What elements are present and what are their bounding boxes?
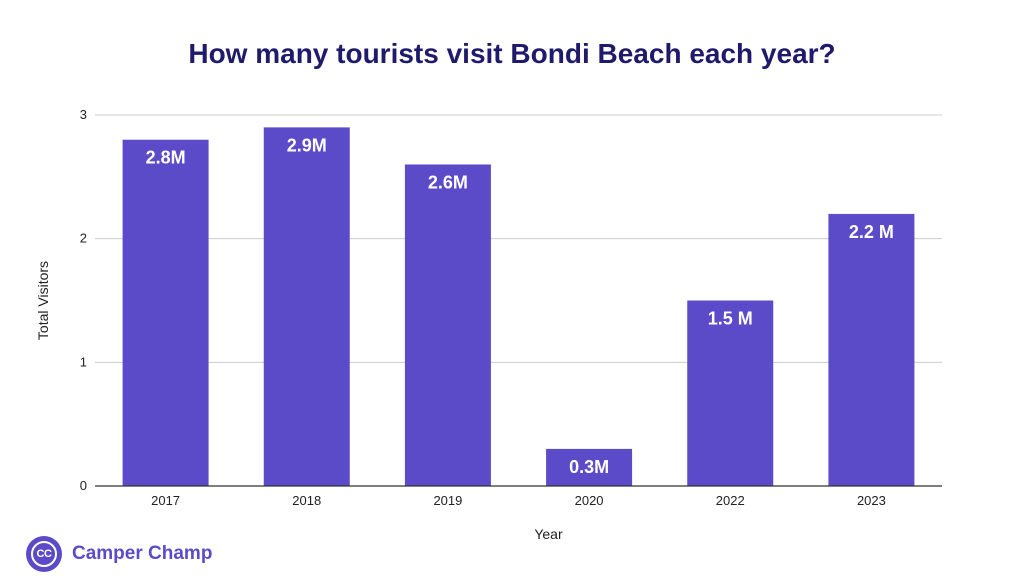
- bar-2020: [546, 448, 633, 486]
- y-tick-label: 0: [80, 478, 87, 493]
- data-label-2023: 2.2 M: [849, 222, 894, 242]
- bar-2017: [122, 139, 209, 486]
- camper-champ-logo-icon: CC: [26, 536, 62, 572]
- data-label-2019: 2.6M: [428, 172, 468, 192]
- y-tick-label: 1: [80, 354, 87, 369]
- y-tick-label: 2: [80, 231, 87, 246]
- y-axis-title: Total Visitors: [35, 261, 51, 340]
- bar-2018: [263, 127, 350, 486]
- data-label-2022: 1.5 M: [708, 309, 753, 329]
- bar-2023: [828, 213, 915, 486]
- x-tick-label: 2022: [716, 493, 745, 508]
- brand-logo-text: CC: [31, 541, 57, 567]
- bar-2019: [404, 164, 491, 486]
- bar-2022: [687, 300, 774, 486]
- x-tick-label: 2017: [151, 493, 180, 508]
- x-tick-label: 2019: [433, 493, 462, 508]
- x-tick-label: 2023: [857, 493, 886, 508]
- y-tick-label: 3: [80, 107, 87, 122]
- gridlines: [95, 114, 942, 363]
- x-tick-label: 2020: [575, 493, 604, 508]
- data-label-2018: 2.9M: [287, 135, 327, 155]
- data-labels: 2.8M 2.9M 2.6M 0.3M 1.5 M 2.2 M: [146, 135, 894, 477]
- chart-title: How many tourists visit Bondi Beach each…: [188, 38, 836, 69]
- x-tick-label: 2018: [292, 493, 321, 508]
- x-axis-title: Year: [534, 526, 563, 542]
- data-label-2017: 2.8M: [146, 148, 186, 168]
- bars: [122, 127, 915, 486]
- x-axis-ticks: 2017 2018 2019 2020 2022 2023: [151, 493, 886, 508]
- data-label-2020: 0.3M: [569, 457, 609, 477]
- y-axis-ticks: 0 1 2 3: [80, 107, 87, 493]
- brand-name: Camper Champ: [72, 543, 213, 564]
- brand: CC Camper Champ: [26, 536, 212, 572]
